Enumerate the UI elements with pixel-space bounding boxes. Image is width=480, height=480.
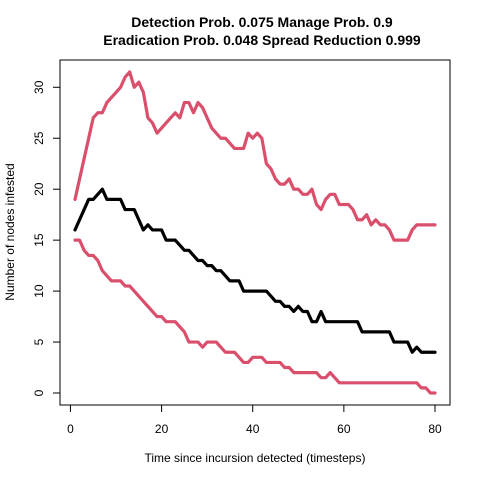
y-tick-label: 10 <box>32 284 46 298</box>
x-axis: 0 20 40 60 80 <box>67 404 442 436</box>
x-tick-label: 20 <box>155 422 169 436</box>
x-tick-label: 60 <box>337 422 351 436</box>
x-tick-label: 40 <box>246 422 260 436</box>
y-axis: 0 5 10 15 20 25 30 <box>32 80 61 396</box>
y-tick-label: 15 <box>32 233 46 247</box>
y-tick-label: 0 <box>32 389 46 396</box>
x-axis-label: Time since incursion detected (timesteps… <box>145 451 366 465</box>
y-tick-label: 5 <box>32 338 46 345</box>
series-line-1 <box>73 187 437 354</box>
y-axis-label: Number of nodes infested <box>3 163 17 300</box>
x-tick-label: 0 <box>67 422 74 436</box>
x-tick-label: 80 <box>428 422 442 436</box>
y-tick-label: 20 <box>32 182 46 196</box>
series-line-2 <box>73 70 437 242</box>
series-line-3 <box>73 238 437 395</box>
y-tick-label: 25 <box>32 131 46 145</box>
chart-title-line-2: Eradication Prob. 0.048 Spread Reduction… <box>103 32 421 48</box>
series-layer <box>73 70 437 395</box>
y-tick-label: 30 <box>32 80 46 94</box>
chart-title-line-1: Detection Prob. 0.075 Manage Prob. 0.9 <box>131 14 393 30</box>
